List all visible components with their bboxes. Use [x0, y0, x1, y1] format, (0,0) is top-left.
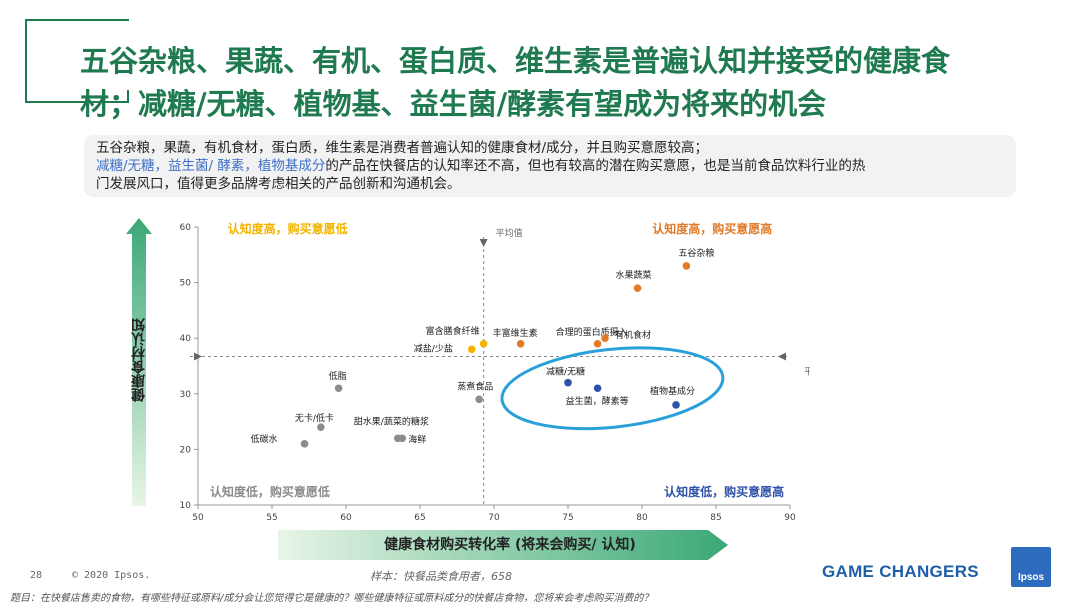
- avg-x-label: 平均值: [496, 227, 523, 239]
- copyright: © 2020 Ipsos.: [72, 570, 151, 581]
- scatter-point: [475, 395, 484, 404]
- x-tick-label: 70: [488, 513, 500, 523]
- quadrant-top-right: 认知度高，购买意愿高: [652, 221, 772, 236]
- title-frame-left: [25, 19, 27, 103]
- x-tick-label: 75: [562, 513, 573, 523]
- quadrant-bottom-left: 认知度低，购买意愿低: [210, 484, 330, 499]
- summary-line-3: 门发展风口，值得更多品牌考虑相关的产品创新和沟通机会。: [96, 176, 461, 192]
- question-note: 题目：在快餐店售卖的食物，有哪些特征或原料/成分会让您觉得它是健康的？哪些健康特…: [10, 593, 654, 604]
- y-tick-label: 30: [180, 390, 192, 400]
- x-tick-label: 55: [266, 513, 277, 523]
- sample-note: 样本：快餐品类食用者，658: [370, 570, 512, 583]
- page-title: 五谷杂粮、果蔬、有机、蛋白质、维生素是普遍认知并接受的健康食 材；减糖/无糖、植…: [80, 40, 1040, 126]
- scatter-point: [334, 384, 343, 393]
- x-tick-label: 60: [340, 513, 352, 523]
- point-label: 合理的蛋白质摄入: [556, 326, 628, 338]
- scatter-point: [479, 339, 488, 348]
- y-axis-label: 健康食材认知: [131, 318, 147, 402]
- avg-y-marker-right: [778, 352, 786, 361]
- title-frame-right-tick: [127, 90, 129, 103]
- point-label: 海鲜: [408, 433, 426, 445]
- point-label: 有机食材: [615, 329, 651, 341]
- game-changers-tagline: GAME CHANGERS: [822, 562, 979, 581]
- point-label: 五谷杂粮: [678, 247, 714, 259]
- avg-y-marker-left: [194, 352, 202, 361]
- scatter-point: [593, 384, 602, 393]
- scatter-chart: 505560657075808590102030405060平均值平均值认知度高…: [180, 221, 810, 523]
- point-label: 益生菌，酵素等: [566, 395, 629, 407]
- point-label: 富含膳食纤维: [426, 325, 480, 337]
- y-axis-arrow: [126, 218, 152, 506]
- title-line-1: 五谷杂粮、果蔬、有机、蛋白质、维生素是普遍认知并接受的健康食: [80, 44, 951, 78]
- summary-box: 五谷杂粮，果蔬，有机食材，蛋白质，维生素是消费者普遍认知的健康食材/成分，并且购…: [84, 135, 1016, 197]
- x-axis-label: 健康食材购买转化率 (将来会购买/ 认知): [384, 537, 636, 553]
- y-tick-label: 20: [180, 445, 192, 455]
- title-frame-top: [25, 19, 129, 21]
- summary-line-1: 五谷杂粮，果蔬，有机食材，蛋白质，维生素是消费者普遍认知的健康食材/成分，并且购…: [96, 140, 709, 156]
- point-label: 减盐/少盐: [414, 342, 453, 354]
- ipsos-logo: Ipsos: [1011, 547, 1051, 587]
- scatter-point: [516, 339, 525, 348]
- point-label: 植物基成分: [650, 385, 695, 397]
- scatter-point: [593, 339, 602, 348]
- scatter-point: [300, 440, 309, 448]
- point-label: 蒸煮食品: [457, 380, 493, 392]
- x-tick-label: 90: [784, 513, 796, 523]
- opportunity-ellipse: [500, 346, 725, 431]
- x-tick-label: 50: [192, 513, 204, 523]
- x-tick-label: 85: [710, 513, 721, 523]
- avg-y-label: 平均值: [804, 366, 810, 378]
- scatter-point: [317, 423, 325, 431]
- summary-line-2-rest: 的产品在快餐店的认知率还不高，但也有较高的潜在购买意愿，也是当前食品饮料行业的热: [325, 158, 866, 174]
- scatter-point: [398, 434, 407, 443]
- y-tick-label: 40: [180, 334, 192, 344]
- point-label: 水果蔬菜: [616, 269, 652, 281]
- scatter-point: [601, 334, 609, 342]
- point-label: 减糖/无糖: [546, 366, 585, 378]
- quadrant-top-left: 认知度高，购买意愿低: [228, 221, 348, 236]
- quadrant-bottom-right: 认知度低，购买意愿高: [664, 484, 784, 499]
- scatter-point: [682, 262, 691, 270]
- x-tick-label: 65: [414, 513, 425, 523]
- point-label: 低碳水: [251, 433, 278, 445]
- avg-x-marker: [479, 239, 488, 247]
- y-tick-label: 50: [180, 279, 192, 289]
- point-label: 丰富维生素: [493, 327, 538, 339]
- x-tick-label: 80: [636, 513, 648, 523]
- title-line-2: 材；减糖/无糖、植物基、益生菌/酵素有望成为将来的机会: [80, 87, 827, 121]
- page-number: 28: [30, 570, 43, 581]
- y-tick-label: 10: [180, 501, 192, 511]
- summary-line-2: 减糖/无糖，益生菌/ 酵素，植物基成分的产品在快餐店的认知率还不高，但也有较高的…: [96, 157, 1004, 175]
- y-tick-label: 60: [180, 223, 192, 233]
- summary-highlight: 减糖/无糖，益生菌/ 酵素，植物基成分: [96, 158, 326, 174]
- point-label: 无卡/低卡: [295, 412, 334, 424]
- scatter-point: [564, 378, 572, 387]
- scatter-point: [672, 401, 680, 409]
- scatter-point: [633, 284, 642, 292]
- scatter-point: [468, 345, 476, 354]
- title-frame-bottom: [25, 101, 129, 103]
- point-label: 甜水果/蔬菜的糖浆: [354, 415, 429, 427]
- point-label: 低脂: [329, 370, 347, 382]
- x-axis-arrow: [278, 530, 728, 560]
